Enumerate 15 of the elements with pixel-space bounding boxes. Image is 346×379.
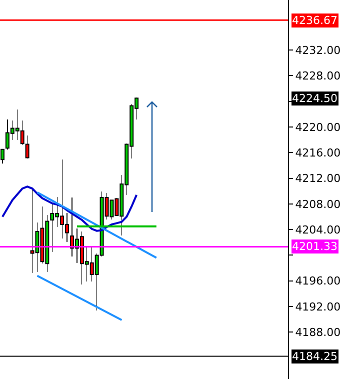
ref-line-label: 4184.25 [292, 350, 338, 363]
line-series [1, 186, 138, 232]
y-tick-label: 4188.00 [295, 326, 341, 340]
y-tick-label: 4204.00 [295, 223, 341, 236]
y-tick-label: 4192.00 [295, 300, 341, 314]
y-tick-label: 4212.00 [295, 172, 341, 186]
ref-line-label: 4236.67 [292, 14, 338, 27]
y-tick-label: 4228.00 [295, 70, 341, 83]
y-tick-label: 4208.00 [295, 198, 341, 211]
text: 4224.50 [292, 92, 338, 105]
y-tick-label: 4196.00 [295, 274, 341, 288]
ref-line-label: 4201.33 [292, 240, 338, 253]
y-tick-label: 4232.00 [295, 44, 341, 57]
y-tick-label: 4216.00 [295, 146, 341, 160]
y-tick-label: 4220.00 [295, 120, 341, 134]
